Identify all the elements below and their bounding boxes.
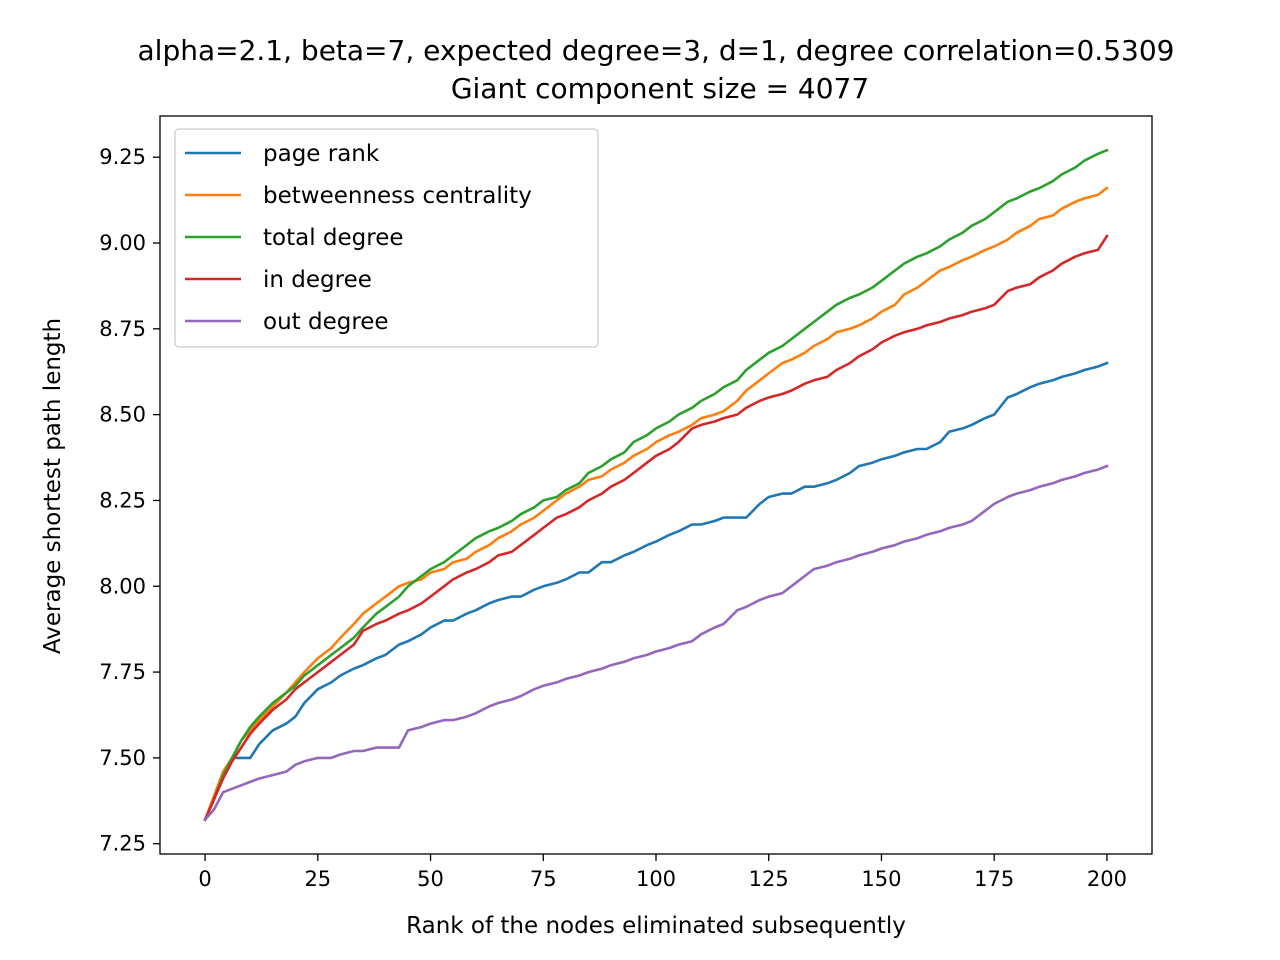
series-line-out-degree [203, 464, 1109, 822]
chart-title: alpha=2.1, beta=7, expected degree=3, d=… [138, 34, 1175, 67]
y-tick-label: 7.50 [99, 746, 146, 770]
x-tick-label: 175 [974, 867, 1014, 891]
x-axis-label: Rank of the nodes eliminated subsequentl… [406, 913, 906, 939]
y-tick-label: 7.25 [99, 832, 146, 856]
legend-entries: page rank betweenness centrality total deg… [185, 141, 532, 335]
legend: page rank betweenness centrality total deg… [174, 128, 599, 348]
x-tick-label: 0 [198, 867, 211, 891]
y-tick-label: 8.50 [99, 403, 146, 427]
y-tick-label: 9.25 [99, 145, 146, 169]
x-tick-label: 75 [530, 867, 557, 891]
legend-label: total degree [263, 225, 404, 251]
legend-label: betweenness centrality [263, 183, 532, 209]
x-tick-label: 25 [304, 867, 331, 891]
series-line-page-rank [203, 361, 1109, 822]
legend-label: page rank [263, 141, 380, 167]
x-tick-label: 150 [861, 867, 901, 891]
x-tick-label: 125 [749, 867, 789, 891]
y-tick-label: 7.75 [99, 660, 146, 684]
legend-box [174, 128, 599, 348]
y-tick-label: 8.75 [99, 317, 146, 341]
series-line-in-degree [203, 234, 1109, 822]
legend-label: out degree [263, 309, 389, 335]
series-line-betweenness-centrality [203, 186, 1109, 822]
plot-area-frame [159, 115, 1153, 855]
x-tick-label: 50 [417, 867, 444, 891]
series-line-total-degree [203, 148, 1109, 822]
series-lines [203, 148, 1109, 822]
x-axis-ticks: 0 25 50 75 100 125 150 175 200 [198, 854, 1127, 891]
y-tick-label: 9.00 [99, 231, 146, 255]
legend-label: in degree [263, 267, 372, 293]
y-tick-label: 8.25 [99, 488, 146, 512]
chart-subtitle: Giant component size = 4077 [451, 72, 869, 105]
y-axis-ticks: 7.25 7.50 7.75 8.00 8.25 8.50 8.75 9.00 9.25 [99, 145, 160, 856]
y-tick-label: 8.00 [99, 574, 146, 598]
y-axis-label: Average shortest path length [40, 318, 66, 654]
x-tick-label: 200 [1087, 867, 1127, 891]
x-tick-label: 100 [636, 867, 676, 891]
